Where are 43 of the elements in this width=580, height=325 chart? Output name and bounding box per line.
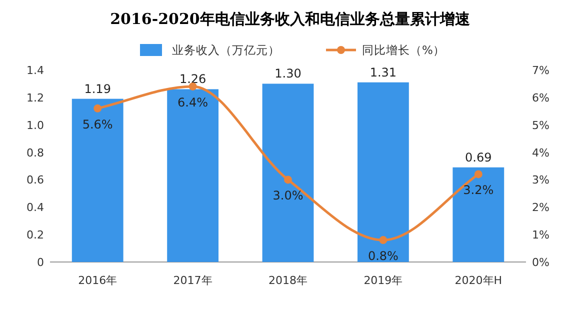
data-label: 1.19: [84, 82, 111, 96]
bar: [167, 89, 219, 262]
y-tick-label: 1.2: [26, 91, 44, 104]
data-label: 0.8%: [368, 249, 398, 264]
y-tick-label: 0.8: [26, 146, 44, 160]
point: [379, 236, 388, 244]
y2-tick-label: 5%: [532, 118, 550, 132]
x-tick-label: 2018年: [268, 274, 308, 287]
y-tick-label: 0.2: [26, 228, 44, 242]
point: [94, 104, 102, 112]
y2-tick-label: 3%: [532, 174, 550, 187]
y2-tick-label: 1%: [532, 228, 550, 242]
data-label: 5.6%: [82, 117, 113, 132]
point: [284, 176, 292, 184]
y-tick-label: 1.0: [26, 118, 44, 132]
y2-tick-label: 2%: [532, 201, 550, 214]
x-tick-label: 2016年: [78, 274, 118, 287]
data-label: 6.4%: [178, 95, 208, 110]
chart-title: 2016-2020年电信业务收入和电信业务总量累计增速: [110, 10, 471, 28]
bar: [262, 84, 314, 262]
x-tick-label: 2020年H: [454, 274, 502, 287]
bar: [357, 82, 409, 262]
y2-tick-label: 7%: [532, 64, 550, 77]
y2-tick-label: 6%: [532, 91, 550, 104]
point: [474, 170, 482, 178]
y-tick-label: 0.6: [26, 174, 44, 187]
data-label: 0.69: [465, 150, 492, 164]
data-label: 3.2%: [463, 183, 494, 198]
bar: [452, 167, 504, 262]
data-label: 1.31: [370, 65, 397, 80]
y-tick-label: 0.4: [26, 201, 44, 214]
data-label: 1.30: [274, 66, 302, 81]
y-tick-label: 0: [37, 256, 44, 269]
bar: [72, 98, 124, 262]
data-label: 3.0%: [272, 188, 304, 203]
data-label: 1.26: [179, 72, 206, 86]
y-tick-label: 1.4: [26, 64, 44, 77]
legend-label: 同比增长（%）: [362, 43, 445, 57]
legend-label: 业务收入（万亿元）: [172, 43, 280, 57]
x-tick-label: 2019年: [364, 274, 403, 287]
x-tick-label: 2017年: [173, 274, 212, 287]
y2-tick-label: 0%: [532, 256, 550, 269]
y2-tick-label: 4%: [532, 146, 550, 160]
